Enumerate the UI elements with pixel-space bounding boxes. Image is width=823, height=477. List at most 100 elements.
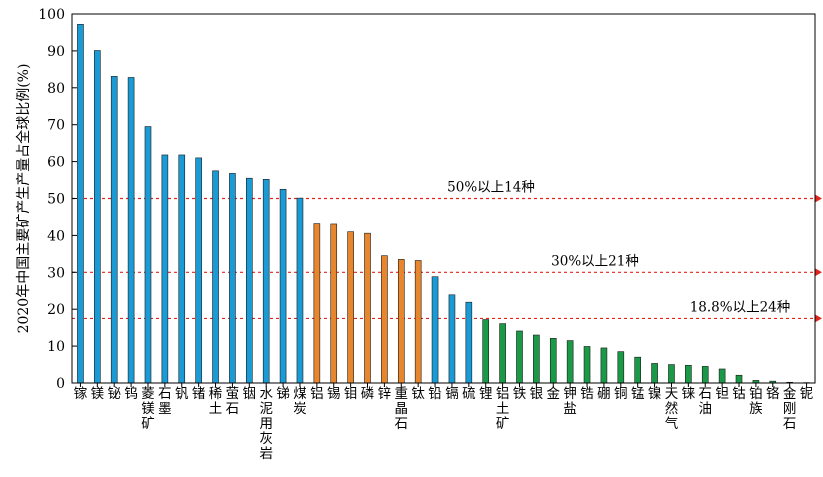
x-tick-label: 钒 [175, 386, 189, 402]
x-tick-label: 硫 [462, 386, 476, 402]
bar [482, 319, 490, 384]
bar [566, 340, 574, 384]
y-tick-label: 50 [47, 192, 65, 208]
x-tick-label: 铅 [428, 386, 442, 402]
x-axis: 镓镁铋钨菱镁矿石墨钒锗稀土萤石铟 水泥用灰岩锑 煤炭铝锡钼磷锌重晶石钛铅镉硫锂铝土矿… [74, 383, 814, 462]
x-tick-label: 锂 [479, 386, 493, 402]
y-tick-label: 20 [47, 302, 65, 318]
bar [617, 351, 625, 384]
bars [77, 24, 810, 384]
bar [127, 77, 135, 384]
bar [77, 24, 84, 384]
reference-line-label: 18.8%以上24种 [690, 299, 791, 315]
y-tick-label: 10 [47, 339, 65, 355]
x-tick-label: 镁 [91, 386, 105, 402]
x-tick-label: 钽 [715, 386, 729, 402]
reference-arrow [815, 268, 822, 277]
bar [549, 338, 557, 384]
bar [161, 154, 169, 384]
bar [634, 356, 641, 384]
x-tick-label: 铋 [107, 386, 121, 402]
bar [347, 231, 354, 384]
bar [144, 126, 152, 384]
y-tick-label: 80 [47, 81, 65, 97]
bar [414, 260, 422, 384]
y-tick-label: 100 [38, 7, 65, 23]
x-tick-label: 钨 [124, 386, 138, 402]
bar [533, 334, 540, 384]
bar [178, 154, 186, 384]
x-tick-label: 钛 [411, 386, 425, 402]
bar [381, 255, 388, 384]
bar [246, 177, 253, 384]
x-tick-label: 铬 [766, 386, 780, 402]
x-tick-label: 镉 [445, 386, 459, 402]
x-tick-label: 菱镁矿 [141, 386, 155, 432]
x-tick-label: 钴 [732, 386, 746, 402]
reference-line-label: 50%以上14种 [447, 180, 535, 196]
x-tick-label: 锌 [378, 386, 392, 402]
y-axis: 0 10 20 30 40 50 60 70 80 90 100 [38, 7, 77, 392]
bar [296, 197, 304, 384]
bar [701, 366, 709, 384]
x-tick-label: 铟 [243, 386, 257, 402]
y-tick-label: 40 [47, 228, 65, 244]
x-tick-label: 硼 [597, 386, 611, 402]
bar [431, 276, 439, 384]
bar [195, 157, 202, 384]
bar [364, 232, 371, 384]
x-tick-label: 铜 [614, 386, 628, 402]
y-tick-label: 60 [47, 155, 65, 171]
x-tick-label: 锑 [276, 386, 290, 402]
bar [212, 170, 219, 384]
y-axis-label: 2020年中国主要矿产生产量占全球比例(%) [15, 64, 32, 334]
x-tick-label: 镍 [648, 386, 662, 402]
bar [229, 173, 236, 384]
x-tick-label: 钼 [344, 386, 358, 402]
x-tick-label: 金 [547, 386, 561, 402]
x-tick-label: 铝 [310, 386, 324, 402]
bar [279, 188, 287, 384]
y-tick-label: 70 [47, 118, 65, 134]
y-tick-label: 30 [47, 265, 65, 281]
y-tick-label: 90 [47, 44, 65, 60]
x-tick-label: 萤石 [226, 386, 240, 417]
x-tick-label: 石墨 [158, 386, 172, 417]
bar [583, 346, 591, 384]
x-tick-label: 银 [530, 386, 544, 402]
x-tick-label: 水泥用灰岩 [259, 386, 273, 462]
bar [313, 223, 321, 384]
bar [600, 347, 608, 384]
reference-arrow [815, 194, 822, 203]
x-tick-label: 煤炭 [293, 386, 307, 417]
reference-line-label: 30%以上21种 [551, 253, 639, 269]
bar [397, 259, 405, 384]
reference-arrow [815, 314, 822, 323]
x-tick-label: 天然气 [665, 386, 679, 432]
bar [668, 364, 675, 384]
x-tick-label: 锆 [580, 386, 594, 402]
bar [685, 364, 692, 384]
x-tick-label: 锡 [327, 386, 341, 402]
bar [262, 179, 270, 384]
bar [735, 374, 743, 384]
x-tick-label: 锰 [631, 386, 645, 402]
y-tick-label: 0 [56, 376, 65, 392]
x-tick-label: 锗 [192, 386, 206, 402]
x-tick-label: 钾盐 [563, 386, 577, 417]
bar [718, 368, 726, 384]
x-tick-label: 金刚石 [783, 386, 797, 432]
bar [651, 363, 658, 384]
bar [465, 301, 473, 384]
bar [499, 323, 506, 384]
bar [94, 50, 101, 384]
x-tick-label: 重晶石 [395, 386, 409, 432]
x-tick-label: 石油 [698, 386, 712, 417]
bar [330, 223, 338, 384]
x-tick-label: 铌 [800, 386, 814, 402]
x-tick-label: 磷 [361, 386, 375, 402]
x-tick-label: 铝土矿 [496, 386, 510, 432]
bar [110, 76, 118, 384]
reference-lines: 50%以上14种 30%以上21种 18.8%以上24种 [72, 180, 822, 323]
